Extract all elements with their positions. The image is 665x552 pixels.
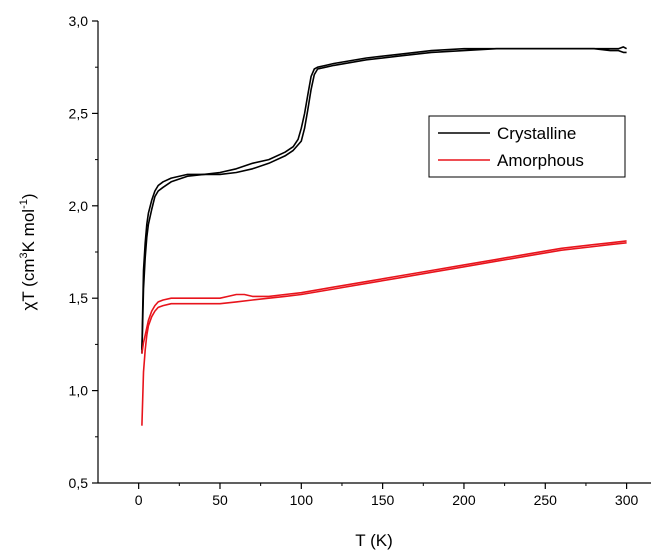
y-tick-label: 1,5 xyxy=(69,290,89,306)
x-tick-label: 150 xyxy=(371,492,395,508)
y-axis-title-superscript: -1 xyxy=(18,199,30,209)
series-line-amorphous-branch-1 xyxy=(141,242,627,426)
x-tick-label: 0 xyxy=(135,492,143,508)
series-line-amorphous-branch-2 xyxy=(141,240,627,354)
series-line-crystalline-branch-2 xyxy=(141,47,627,350)
y-axis-title-part: K mol xyxy=(19,209,38,252)
x-tick-label: 50 xyxy=(212,492,228,508)
y-axis-title-part: ) xyxy=(19,193,38,199)
legend: Crystalline Amorphous xyxy=(428,115,626,178)
y-tick-label: 1,0 xyxy=(69,383,89,399)
legend-label-amorphous: Amorphous xyxy=(497,151,584,170)
y-tick-label: 0,5 xyxy=(69,475,89,491)
y-ticks: 0,5 1,0 1,5 2,0 2,5 3,0 xyxy=(69,13,98,491)
y-axis-title-part: χT (cm xyxy=(19,259,38,311)
y-tick-label: 3,0 xyxy=(69,13,89,29)
y-tick-label: 2,5 xyxy=(69,105,89,121)
legend-label-crystalline: Crystalline xyxy=(497,124,576,143)
series-line-crystalline-branch-1 xyxy=(141,46,627,354)
x-tick-label: 100 xyxy=(290,492,314,508)
x-ticks: 0 50 100 150 200 250 300 xyxy=(135,483,639,508)
series-layer xyxy=(141,46,627,426)
x-tick-label: 200 xyxy=(452,492,476,508)
x-tick-label: 250 xyxy=(534,492,558,508)
y-axis-title: χT (cm3K mol-1) xyxy=(18,193,38,310)
y-tick-label: 2,0 xyxy=(69,198,89,214)
x-tick-label: 300 xyxy=(615,492,639,508)
y-axis-title-superscript: 3 xyxy=(18,252,30,258)
x-axis-title: T (K) xyxy=(355,531,392,550)
legend-box xyxy=(428,115,626,178)
plot-frame xyxy=(97,21,651,484)
